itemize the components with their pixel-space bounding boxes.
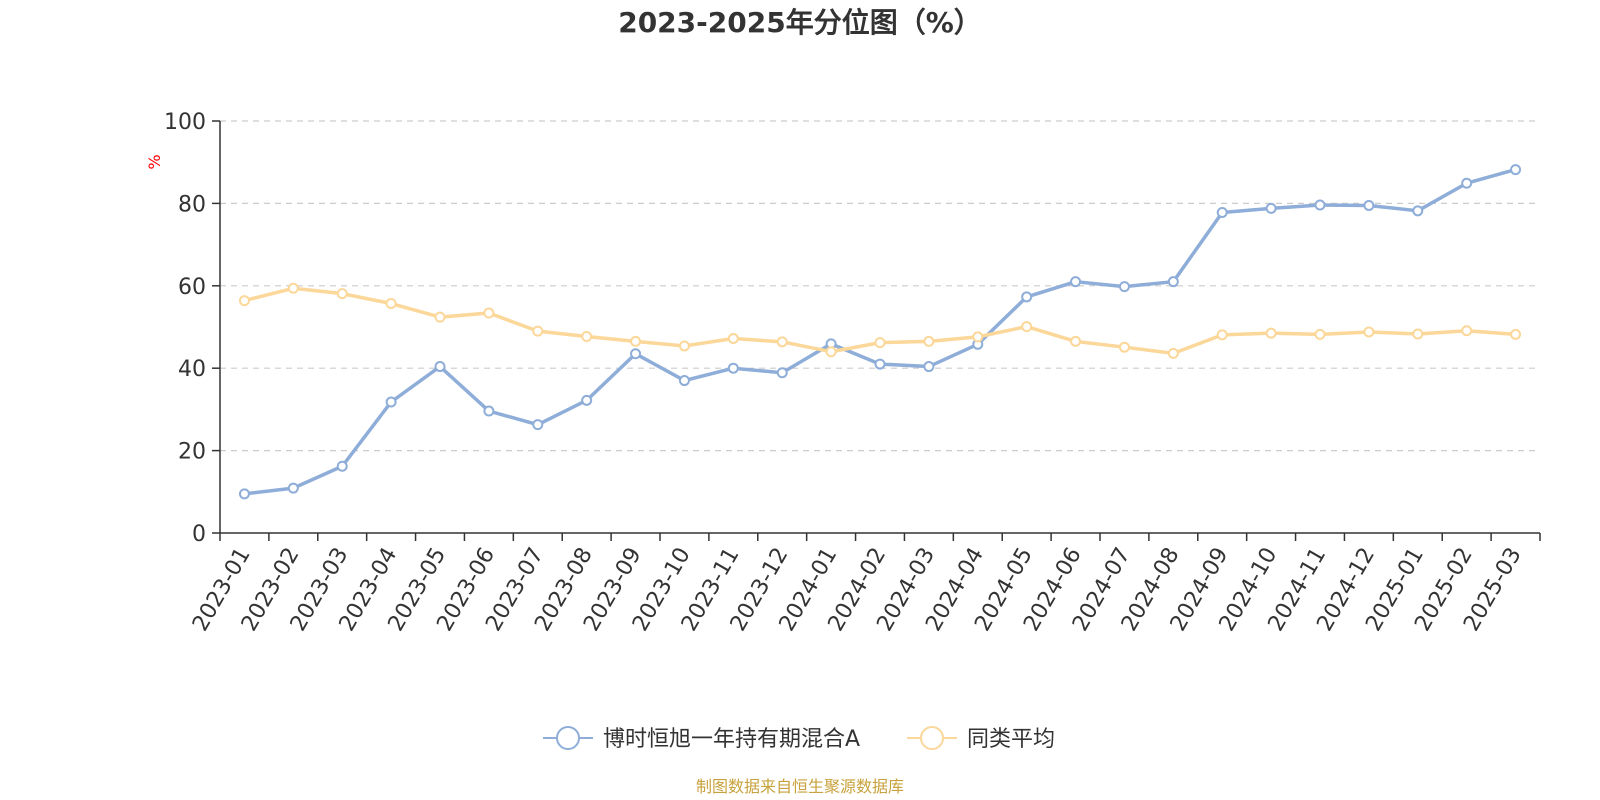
series-line-fund [244,167,1517,496]
data-point[interactable] [727,362,739,374]
data-source-note: 制图数据来自恒生聚源数据库 [696,777,904,796]
grid-lines [220,120,1540,452]
y-tick-label: 40 [178,357,206,382]
data-point[interactable] [483,405,495,417]
data-point[interactable] [1265,202,1277,214]
series-average [238,282,1522,359]
data-point[interactable] [581,330,593,342]
data-point[interactable] [1167,276,1179,288]
legend-item-fund[interactable]: 博时恒旭一年持有期混合A [543,726,860,752]
data-point[interactable] [1314,199,1326,211]
data-point[interactable] [1216,329,1228,341]
data-point[interactable] [1412,328,1424,340]
data-point[interactable] [1021,321,1033,333]
y-axis-unit: % [145,154,164,169]
data-point[interactable] [825,346,837,358]
data-point[interactable] [1412,205,1424,217]
data-point[interactable] [630,335,642,347]
data-point[interactable] [776,336,788,348]
chart-title: 2023-2025年分位图（%） [618,6,982,39]
legend-average-marker [920,726,944,750]
data-point[interactable] [874,358,886,370]
data-point[interactable] [434,311,446,323]
y-tick-label: 80 [178,192,206,217]
data-point[interactable] [1070,335,1082,347]
data-point[interactable] [1118,281,1130,293]
data-point[interactable] [776,367,788,379]
data-point[interactable] [1363,199,1375,211]
y-axis: 0 20 40 60 80 100 [164,110,221,547]
data-point[interactable] [972,331,984,343]
data-point[interactable] [1216,206,1228,218]
data-point[interactable] [434,361,446,373]
data-point[interactable] [483,307,495,319]
data-point[interactable] [532,419,544,431]
data-point[interactable] [385,298,397,310]
data-point[interactable] [1363,326,1375,338]
data-point[interactable] [1118,341,1130,353]
data-point[interactable] [923,361,935,373]
legend-fund-label: 博时恒旭一年持有期混合A [603,727,860,752]
data-point[interactable] [1167,347,1179,359]
data-point[interactable] [1070,276,1082,288]
series-fund [238,164,1522,500]
data-point[interactable] [1510,328,1522,340]
series-layer [238,164,1522,500]
data-point[interactable] [287,282,299,294]
data-point[interactable] [1510,164,1522,176]
data-point[interactable] [238,295,250,307]
legend: 博时恒旭一年持有期混合A 同类平均 [543,726,1055,752]
data-point[interactable] [1461,177,1473,189]
y-tick-label: 20 [178,440,206,465]
data-point[interactable] [1314,328,1326,340]
legend-item-average[interactable]: 同类平均 [907,726,1055,752]
data-point[interactable] [727,333,739,345]
data-point[interactable] [678,340,690,352]
data-point[interactable] [678,375,690,387]
data-point[interactable] [630,348,642,360]
y-tick-label: 100 [164,110,206,135]
x-axis: 2023-012023-022023-032023-042023-052023-… [188,532,1541,636]
data-point[interactable] [336,460,348,472]
data-point[interactable] [1265,327,1277,339]
legend-average-label: 同类平均 [967,727,1055,752]
data-point[interactable] [238,488,250,500]
data-point[interactable] [581,394,593,406]
y-tick-label: 0 [192,522,206,547]
data-point[interactable] [287,482,299,494]
data-point[interactable] [1021,291,1033,303]
data-point[interactable] [874,337,886,349]
data-point[interactable] [532,325,544,337]
data-point[interactable] [336,288,348,300]
data-point[interactable] [385,396,397,408]
data-point[interactable] [1461,325,1473,337]
data-point[interactable] [923,335,935,347]
y-tick-label: 60 [178,275,206,300]
legend-fund-marker [556,726,580,750]
